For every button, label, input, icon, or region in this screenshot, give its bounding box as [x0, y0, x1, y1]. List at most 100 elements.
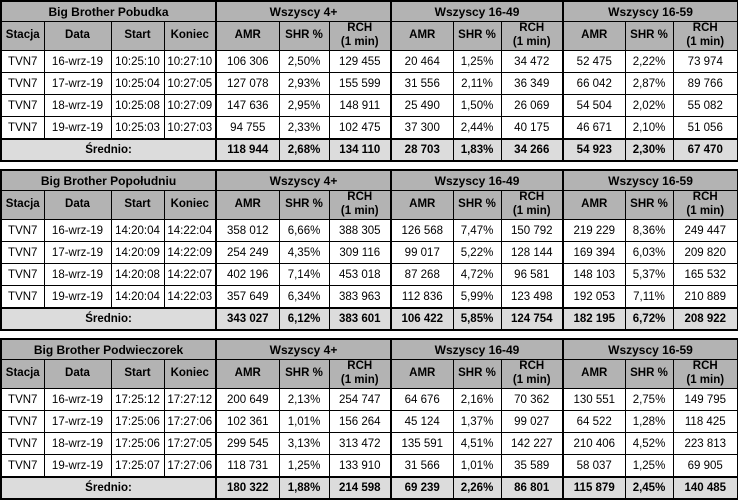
col-header-start: Start — [110, 190, 165, 220]
value-cell: 200 649 — [215, 388, 280, 411]
value-cell: 133 910 — [328, 454, 392, 478]
table-row: TVN7 16-wrz-19 17:25:12 17:27:12 200 649 2,13… — [0, 388, 738, 411]
col-header-shr: SHR % — [624, 21, 674, 51]
value-cell: 102 475 — [328, 116, 392, 140]
value-cell: 4,51% — [452, 432, 502, 455]
start-cell: 14:20:04 — [110, 219, 165, 242]
value-cell: 130 551 — [562, 388, 626, 411]
value-cell: 169 394 — [562, 241, 626, 264]
date-cell: 17-wrz-19 — [43, 241, 112, 264]
value-cell: 2,33% — [278, 116, 330, 140]
table-row: TVN7 18-wrz-19 14:20:08 14:22:07 402 196 7,14… — [0, 263, 738, 286]
value-cell: 8,36% — [624, 219, 674, 242]
col-header-date: Data — [43, 359, 112, 389]
table-row: TVN7 16-wrz-19 14:20:04 14:22:04 358 012 6,66… — [0, 219, 738, 242]
col-header-rch: RCH (1 min) — [500, 359, 564, 389]
group-header-16-59: Wszyscy 16-59 — [562, 0, 738, 22]
average-value-cell: 134 110 — [328, 138, 392, 162]
average-row: Średnio: 343 027 6,12% 383 601 106 422 5,85% 1… — [0, 307, 738, 331]
group-header-all4: Wszyscy 4+ — [215, 169, 392, 191]
average-row: Średnio: 180 322 1,88% 214 598 69 239 2,26% 86… — [0, 476, 738, 500]
value-cell: 223 813 — [672, 432, 738, 455]
table-title: Big Brother Podwieczorek — [0, 338, 217, 360]
value-cell: 1,28% — [624, 410, 674, 433]
date-cell: 17-wrz-19 — [43, 72, 112, 95]
col-header-shr: SHR % — [624, 190, 674, 220]
end-cell: 14:22:07 — [163, 263, 217, 286]
value-cell: 20 464 — [390, 50, 454, 73]
value-cell: 5,99% — [452, 285, 502, 309]
value-cell: 126 568 — [390, 219, 454, 242]
value-cell: 35 589 — [500, 454, 564, 478]
col-header-shr: SHR % — [278, 190, 330, 220]
value-cell: 402 196 — [215, 263, 280, 286]
value-cell: 1,25% — [278, 454, 330, 478]
average-label: Średnio: — [0, 138, 217, 162]
value-cell: 118 425 — [672, 410, 738, 433]
value-cell: 2,87% — [624, 72, 674, 95]
date-cell: 16-wrz-19 — [43, 388, 112, 411]
value-cell: 37 300 — [390, 116, 454, 140]
table-row: TVN7 18-wrz-19 10:25:08 10:27:09 147 636 2,95… — [0, 94, 738, 117]
average-value-cell: 383 601 — [328, 307, 392, 331]
col-header-rch: RCH (1 min) — [328, 190, 392, 220]
value-cell: 87 268 — [390, 263, 454, 286]
value-cell: 165 532 — [672, 263, 738, 286]
table-row: TVN7 16-wrz-19 10:25:10 10:27:10 106 306 2,50… — [0, 50, 738, 73]
value-cell: 7,14% — [278, 263, 330, 286]
station-cell: TVN7 — [0, 454, 45, 478]
value-cell: 2,44% — [452, 116, 502, 140]
date-cell: 16-wrz-19 — [43, 50, 112, 73]
title-row: Big Brother Pobudka Wszyscy 4+ Wszyscy 1… — [0, 0, 738, 22]
value-cell: 358 012 — [215, 219, 280, 242]
average-value-cell: 2,30% — [624, 138, 674, 162]
col-header-shr: SHR % — [624, 359, 674, 389]
station-cell: TVN7 — [0, 116, 45, 140]
value-cell: 73 974 — [672, 50, 738, 73]
value-cell: 4,52% — [624, 432, 674, 455]
col-header-rch: RCH (1 min) — [672, 190, 738, 220]
end-cell: 17:27:12 — [163, 388, 217, 411]
end-cell: 10:27:03 — [163, 116, 217, 140]
col-header-shr: SHR % — [452, 21, 502, 51]
group-header-16-49: Wszyscy 16-49 — [390, 169, 564, 191]
average-value-cell: 5,85% — [452, 307, 502, 331]
average-value-cell: 2,26% — [452, 476, 502, 500]
col-header-shr: SHR % — [278, 359, 330, 389]
col-header-date: Data — [43, 190, 112, 220]
date-cell: 19-wrz-19 — [43, 116, 112, 140]
value-cell: 94 755 — [215, 116, 280, 140]
value-cell: 25 490 — [390, 94, 454, 117]
start-cell: 14:20:08 — [110, 263, 165, 286]
value-cell: 148 103 — [562, 263, 626, 286]
value-cell: 357 649 — [215, 285, 280, 309]
value-cell: 388 305 — [328, 219, 392, 242]
col-header-rch: RCH (1 min) — [328, 359, 392, 389]
value-cell: 55 082 — [672, 94, 738, 117]
column-header-row: Stacja Data Start Koniec AMR SHR % RCH (… — [0, 359, 738, 389]
ratings-table-podwieczorek: Big Brother Podwieczorek Wszyscy 4+ Wszy… — [0, 338, 738, 500]
end-cell: 10:27:09 — [163, 94, 217, 117]
average-value-cell: 67 470 — [672, 138, 738, 162]
average-label: Średnio: — [0, 307, 217, 331]
station-cell: TVN7 — [0, 285, 45, 309]
average-value-cell: 115 879 — [562, 476, 626, 500]
value-cell: 149 795 — [672, 388, 738, 411]
title-row: Big Brother Popołudniu Wszyscy 4+ Wszysc… — [0, 169, 738, 191]
value-cell: 1,50% — [452, 94, 502, 117]
value-cell: 453 018 — [328, 263, 392, 286]
col-header-amr: AMR — [390, 190, 454, 220]
start-cell: 14:20:09 — [110, 241, 165, 264]
col-header-start: Start — [110, 21, 165, 51]
average-value-cell: 140 485 — [672, 476, 738, 500]
value-cell: 2,95% — [278, 94, 330, 117]
value-cell: 69 905 — [672, 454, 738, 478]
average-value-cell: 1,88% — [278, 476, 330, 500]
value-cell: 150 792 — [500, 219, 564, 242]
value-cell: 219 229 — [562, 219, 626, 242]
value-cell: 58 037 — [562, 454, 626, 478]
value-cell: 4,72% — [452, 263, 502, 286]
value-cell: 142 227 — [500, 432, 564, 455]
value-cell: 209 820 — [672, 241, 738, 264]
